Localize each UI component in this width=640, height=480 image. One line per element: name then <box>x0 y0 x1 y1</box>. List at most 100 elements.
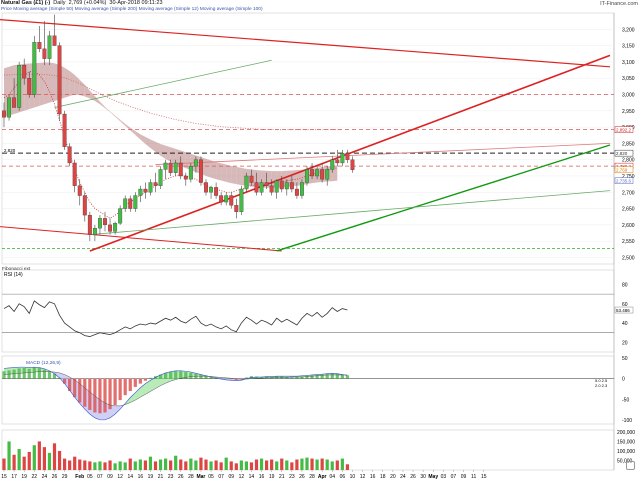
x-tick-label: 04 <box>329 474 335 480</box>
y-tick-label: 2,750 <box>622 174 635 180</box>
volume-bar <box>143 460 147 470</box>
candle-body <box>325 169 330 180</box>
rsi-tick-label: 60 <box>622 302 628 308</box>
pane-frame <box>1 269 615 353</box>
candle-body <box>193 159 198 167</box>
indicator-legend[interactable]: Price Moving average (Simple 50) Moving … <box>1 7 263 12</box>
macd-histogram-bar <box>330 373 334 379</box>
x-tick-label: 24 <box>400 474 406 480</box>
ma-cloud-segment <box>89 90 95 102</box>
volume-bar <box>174 455 178 470</box>
candle-body <box>188 166 193 180</box>
instrument-name[interactable]: Natural Gas (£1) (-) <box>1 0 51 6</box>
macd-histogram-bar <box>98 378 102 414</box>
candle-body <box>98 218 102 229</box>
macd-label: MACD (12,26,9) <box>26 360 61 366</box>
ma-cloud-segment <box>69 71 75 97</box>
volume-bar <box>285 460 289 470</box>
volume-bar <box>47 452 52 470</box>
macd-histogram-bar <box>133 378 137 387</box>
interval-label[interactable]: Daily <box>53 0 66 6</box>
volume-bar <box>320 458 324 470</box>
volume-bar <box>229 461 233 470</box>
volume-pane: 200,000 150,000 100,000 50,000 <box>2 430 635 470</box>
candle-body <box>274 180 279 193</box>
ma-cloud-segment <box>39 62 45 106</box>
trend-line <box>89 54 611 252</box>
macd-histogram-bar <box>184 372 188 379</box>
macd-fill <box>150 377 156 392</box>
ma-cloud-segment <box>145 136 151 148</box>
settings-icon[interactable] <box>626 461 635 470</box>
x-tick-label: 16 <box>259 474 265 480</box>
macd-histogram-bar <box>88 378 92 410</box>
ma-cloud-segment <box>49 62 55 103</box>
macd-histogram-bar <box>325 374 329 379</box>
candle-body <box>72 162 77 186</box>
macd-tick-label: -50 <box>622 397 629 403</box>
chart-header: Natural Gas (£1) (-) Daily 2,769 (+0.04%… <box>1 0 163 6</box>
macd-histogram-bar <box>78 378 82 403</box>
rsi-tick-label: 40 <box>622 321 628 327</box>
volume-bar <box>169 460 173 470</box>
volume-bar <box>42 447 46 470</box>
sma100-line <box>4 73 343 131</box>
price-pane: 3,2003,1503,1003,0503,0002,9502,9002,850… <box>0 14 635 272</box>
ma-cloud-segment <box>135 131 141 140</box>
candle-body <box>153 182 158 186</box>
trend-line <box>0 18 611 68</box>
ma-cloud-segment <box>94 96 100 105</box>
volume-bar <box>63 458 67 470</box>
candle-body <box>17 65 22 108</box>
ma-cloud-segment <box>125 123 131 131</box>
ma-cloud-segment <box>155 141 161 156</box>
volume-bar <box>113 463 117 470</box>
x-tick-label: Apr <box>318 474 327 480</box>
y-tick-label: 2,850 <box>622 141 635 147</box>
x-tick-label: 19 <box>148 474 154 480</box>
candle-body <box>82 195 87 216</box>
last-price: 2,769 (+0.04%) <box>68 0 107 6</box>
volume-bar <box>88 461 92 470</box>
candle-body <box>259 182 264 193</box>
candle-body <box>234 205 239 212</box>
x-tick-label: 23 <box>168 474 174 480</box>
x-tick-label: 26 <box>52 474 58 480</box>
candle-body <box>269 185 274 193</box>
macd-histogram-bar <box>7 370 11 379</box>
ma-cloud-segment <box>44 62 50 105</box>
volume-bar <box>7 441 11 470</box>
candle-body <box>229 195 234 206</box>
x-tick-label: Mar <box>196 474 205 480</box>
timestamp: 30-Apr-2018 09:11:23 <box>109 0 163 6</box>
candle-body <box>310 169 314 177</box>
volume-bar <box>335 460 339 470</box>
macd-histogram-bar <box>300 376 304 379</box>
macd-histogram-bar <box>138 378 142 384</box>
candle-body <box>118 208 123 224</box>
candle-body <box>299 182 304 196</box>
x-tick-label: 26 <box>299 474 305 480</box>
candle-body <box>37 42 42 50</box>
ma-cloud-segment <box>105 106 111 113</box>
x-tick-label: 11 <box>471 474 476 480</box>
x-tick-label: 07 <box>97 474 103 480</box>
macd-right-label: 5.0 2.5 <box>595 378 608 383</box>
macd-histogram-bar <box>209 376 213 379</box>
x-tick-label: 16 <box>370 474 376 480</box>
candle-body <box>279 180 284 190</box>
volume-bar <box>265 460 269 470</box>
volume-bar <box>249 462 254 470</box>
candle-body <box>22 65 27 79</box>
volume-bar <box>158 459 163 470</box>
macd-histogram-bar <box>143 378 147 381</box>
trend-line <box>155 142 611 165</box>
volume-bar <box>194 460 198 470</box>
y-tick-label: 2,600 <box>622 223 635 229</box>
macd-histogram-bar <box>345 375 349 379</box>
volume-bar <box>214 460 218 470</box>
x-tick-label: 22 <box>32 474 38 480</box>
candle-body <box>138 188 143 196</box>
volume-bar <box>209 461 213 470</box>
macd-histogram-bar <box>12 369 16 379</box>
